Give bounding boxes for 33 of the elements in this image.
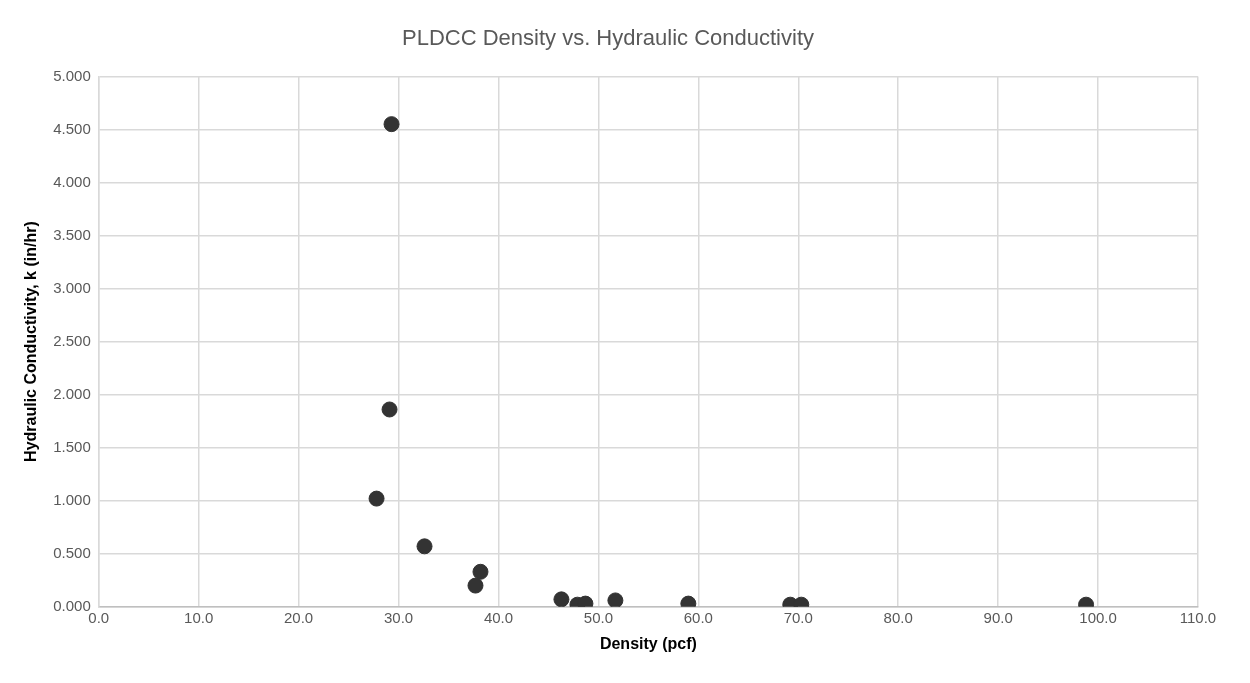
point bbox=[381, 401, 398, 418]
x-tick-label: 70.0 bbox=[783, 608, 813, 626]
y-tick-label: 1.000 bbox=[53, 490, 91, 508]
y-tick-label: 5.000 bbox=[53, 66, 91, 84]
x-tick-label: 50.0 bbox=[583, 608, 613, 626]
x-tick-label: 100.0 bbox=[1079, 608, 1117, 626]
point bbox=[607, 592, 624, 607]
point bbox=[416, 538, 433, 555]
x-tick-label: 30.0 bbox=[383, 608, 414, 626]
x-tick-label: 90.0 bbox=[983, 608, 1013, 626]
point bbox=[467, 577, 484, 594]
point bbox=[383, 116, 400, 133]
y-tick-label: 3.000 bbox=[53, 278, 91, 296]
point bbox=[472, 563, 489, 580]
x-axis-title: Density (pcf) bbox=[599, 634, 697, 652]
y-tick-label: 1.500 bbox=[53, 437, 91, 455]
point bbox=[553, 591, 570, 607]
y-tick-label: 0.000 bbox=[53, 596, 91, 614]
y-axis-title: Hydraulic Conductivity, k (in/hr) bbox=[22, 221, 40, 462]
y-tick-label: 2.500 bbox=[53, 331, 91, 349]
x-tick-label: 110.0 bbox=[1179, 608, 1217, 626]
y-tick-label: 4.500 bbox=[53, 119, 91, 137]
y-tick-label: 3.500 bbox=[53, 225, 91, 243]
point bbox=[368, 490, 385, 507]
x-tick-label: 60.0 bbox=[683, 608, 713, 626]
y-tick-label: 0.500 bbox=[53, 543, 91, 561]
chart-title: PLDCC Density vs. Hydraulic Conductivity bbox=[401, 25, 815, 51]
x-tick-label: 10.0 bbox=[184, 608, 214, 626]
x-tick-label: 80.0 bbox=[883, 608, 913, 626]
x-tick-label: 20.0 bbox=[284, 608, 314, 626]
y-tick-label: 2.000 bbox=[53, 384, 91, 402]
y-tick-label: 4.000 bbox=[53, 172, 91, 190]
x-tick-label: 40.0 bbox=[483, 608, 514, 626]
